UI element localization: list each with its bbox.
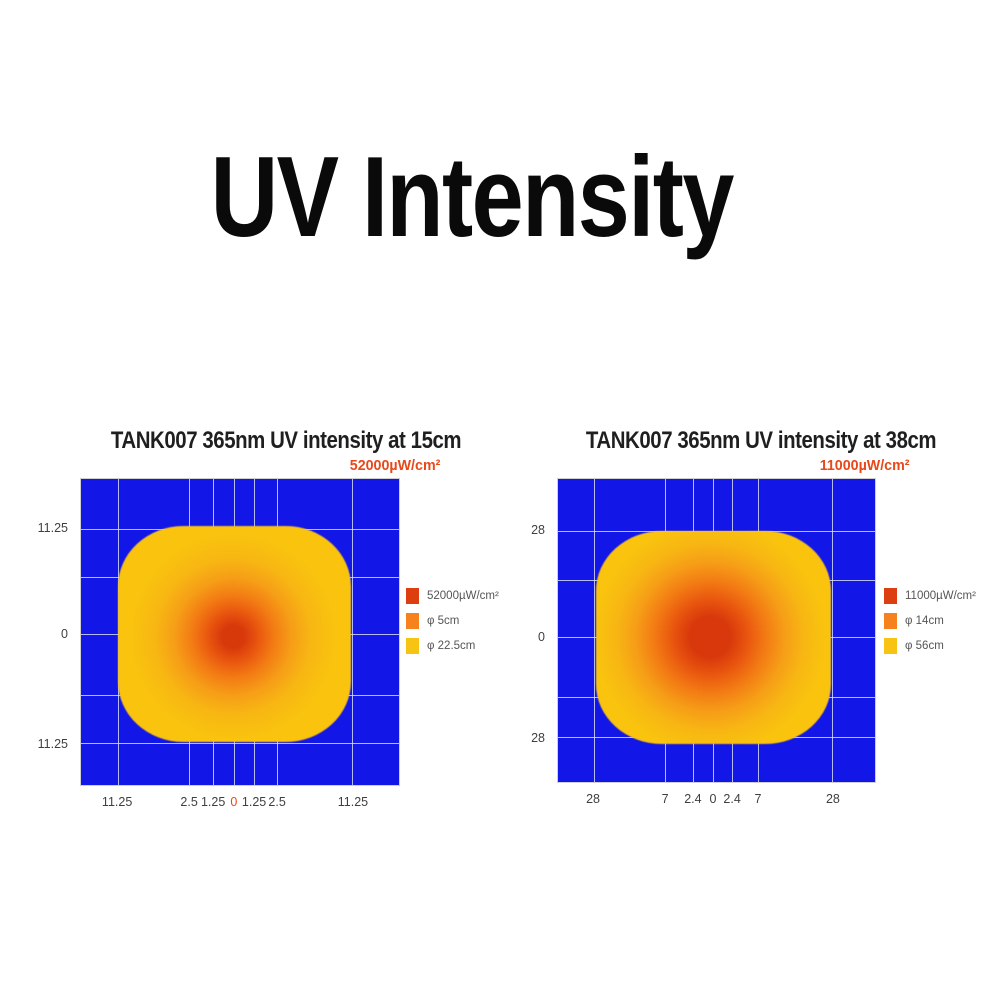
legend-label: φ 5cm [427, 615, 460, 627]
legend-swatch [884, 588, 897, 604]
x-tick-label: 11.25 [101, 795, 133, 809]
x-tick-label: 7 [754, 792, 762, 806]
page-title: UV Intensity [210, 133, 735, 261]
legend-label: 11000µW/cm² [905, 590, 976, 602]
page-title-wrap: UV Intensity [0, 140, 1000, 260]
legend: 52000µW/cm² φ 5cm φ 22.5cm [406, 588, 499, 663]
chart-title-text: TANK007 365nm UV intensity at 38cm [585, 427, 937, 454]
legend-item: φ 22.5cm [406, 638, 499, 654]
legend-label: φ 56cm [905, 640, 944, 652]
chart-title: TANK007 365nm UV intensity at 38cm [555, 426, 937, 456]
plot-area [80, 478, 400, 786]
y-tick-label: 28 [531, 730, 545, 745]
grid-line-vertical [593, 479, 595, 782]
x-axis: 28 7 2.4 0 2.4 7 28 [557, 783, 876, 811]
legend-swatch [884, 613, 897, 629]
chart-title-text: TANK007 365nm UV intensity at 15cm [110, 427, 462, 454]
peak-intensity-label: 52000µW/cm² [80, 458, 440, 474]
x-tick-label: 2.5 [268, 795, 286, 809]
y-tick-label: 11.25 [37, 521, 68, 536]
legend-item: φ 5cm [406, 613, 499, 629]
x-tick-label: 1.25 [200, 795, 226, 809]
legend-swatch [406, 588, 419, 604]
legend-item: φ 14cm [884, 613, 976, 629]
plot-area [557, 478, 876, 783]
peak-intensity-text: 52000µW/cm² [349, 457, 440, 474]
legend-swatch [406, 613, 419, 629]
intensity-blob [595, 530, 832, 745]
grid-line-vertical [832, 479, 834, 782]
intensity-blob [117, 525, 352, 743]
chart-title: TANK007 365nm UV intensity at 15cm [80, 426, 462, 456]
legend-item: 11000µW/cm² [884, 588, 976, 604]
x-tick-label: 28 [586, 792, 600, 806]
peak-intensity-text: 11000µW/cm² [820, 457, 910, 474]
y-tick-label: 0 [61, 626, 68, 641]
x-tick-label: 2.4 [723, 792, 741, 806]
grid-line-horizontal [81, 743, 399, 745]
x-axis: 11.25 2.5 1.25 0 1.25 2.5 11.25 [80, 786, 400, 814]
legend-item: φ 56cm [884, 638, 976, 654]
y-tick-label: 0 [538, 629, 545, 644]
y-tick-label: 11.25 [37, 736, 68, 751]
peak-intensity-label: 11000µW/cm² [557, 458, 910, 474]
x-tick-label: 2.4 [684, 792, 702, 806]
x-tick-label: 28 [825, 792, 840, 806]
legend-label: φ 22.5cm [427, 640, 476, 652]
legend-swatch [884, 638, 897, 654]
x-tick-label: 0 [709, 792, 717, 806]
x-tick-label: 2.5 [180, 795, 198, 809]
x-tick-label: 1.25 [241, 795, 267, 809]
chart-uv-15cm: TANK007 365nm UV intensity at 15cm 52000… [38, 427, 499, 809]
legend-label: 52000µW/cm² [427, 590, 499, 602]
y-tick-label: 28 [531, 522, 545, 537]
x-tick-label: 0 [230, 795, 238, 809]
chart-uv-38cm: TANK007 365nm UV intensity at 38cm 11000… [531, 427, 976, 806]
x-tick-label: 7 [661, 792, 669, 806]
grid-line-vertical [352, 479, 354, 785]
legend-item: 52000µW/cm² [406, 588, 499, 604]
legend-swatch [406, 638, 419, 654]
legend-label: φ 14cm [905, 615, 944, 627]
legend: 11000µW/cm² φ 14cm φ 56cm [884, 588, 976, 663]
x-tick-label: 11.25 [337, 795, 369, 809]
